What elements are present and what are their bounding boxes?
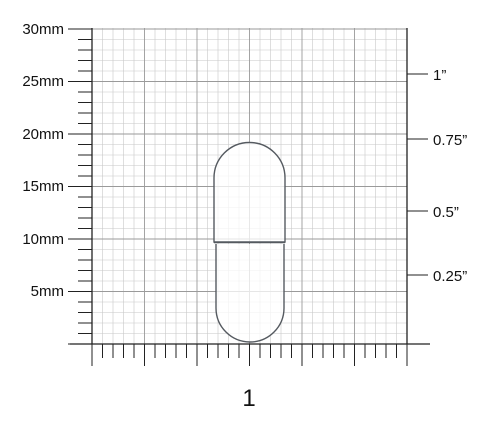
inch-label-0-5: 0.5” xyxy=(433,204,459,221)
mm-label-25: 25mm xyxy=(22,73,64,90)
mm-label-10: 10mm xyxy=(22,231,64,248)
capsule-body xyxy=(215,244,285,343)
capsule xyxy=(213,141,286,343)
mm-label-5: 5mm xyxy=(31,283,64,300)
mm-label-30: 30mm xyxy=(22,21,64,38)
bottom-ticks xyxy=(91,344,408,366)
inch-label-0-25: 0.25” xyxy=(433,268,467,285)
capsule-size-label: 1 xyxy=(242,385,255,412)
mm-label-20: 20mm xyxy=(22,126,64,143)
inch-label-0-75: 0.75” xyxy=(433,132,467,149)
mm-labels: 30mm 25mm 20mm 15mm 10mm 5mm xyxy=(22,21,64,300)
mm-ticks xyxy=(68,28,92,345)
inch-labels: 1” 0.75” 0.5” 0.25” xyxy=(433,67,467,285)
grid-major-lines xyxy=(91,28,408,345)
capsule-cap xyxy=(213,141,286,243)
inch-ticks xyxy=(407,73,428,276)
inch-label-1: 1” xyxy=(433,67,446,84)
mm-label-15: 15mm xyxy=(22,178,64,195)
